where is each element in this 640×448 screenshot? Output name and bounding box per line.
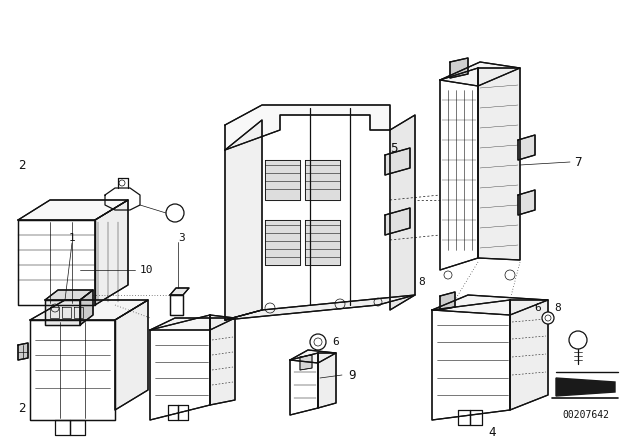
- Polygon shape: [150, 315, 210, 420]
- Circle shape: [569, 331, 587, 349]
- Polygon shape: [80, 290, 93, 325]
- Polygon shape: [45, 290, 93, 300]
- Polygon shape: [300, 355, 312, 370]
- Text: 6: 6: [534, 303, 541, 313]
- Polygon shape: [150, 318, 235, 330]
- Text: 3: 3: [178, 233, 185, 243]
- Text: 7: 7: [574, 155, 582, 168]
- Polygon shape: [318, 353, 336, 408]
- Text: 10: 10: [140, 265, 154, 275]
- Polygon shape: [556, 378, 615, 396]
- Circle shape: [310, 334, 326, 350]
- Polygon shape: [440, 292, 455, 310]
- Text: 00207642: 00207642: [563, 410, 609, 420]
- Text: 6: 6: [332, 337, 339, 347]
- Polygon shape: [518, 135, 535, 160]
- Polygon shape: [432, 300, 510, 420]
- Polygon shape: [305, 220, 340, 265]
- Polygon shape: [440, 62, 520, 86]
- Polygon shape: [450, 58, 468, 78]
- Polygon shape: [170, 288, 189, 295]
- Text: 2: 2: [19, 159, 26, 172]
- Polygon shape: [510, 300, 548, 410]
- Text: 1: 1: [68, 233, 76, 243]
- Polygon shape: [385, 208, 410, 235]
- Polygon shape: [305, 160, 340, 200]
- Circle shape: [542, 312, 554, 324]
- Polygon shape: [170, 295, 183, 315]
- Polygon shape: [265, 160, 300, 200]
- Polygon shape: [115, 300, 148, 410]
- Text: 8: 8: [419, 277, 426, 287]
- Polygon shape: [225, 295, 415, 320]
- Polygon shape: [390, 115, 415, 310]
- Text: 4: 4: [488, 426, 496, 439]
- Polygon shape: [225, 105, 390, 150]
- Polygon shape: [385, 148, 410, 175]
- Polygon shape: [432, 295, 548, 315]
- Polygon shape: [210, 315, 235, 405]
- Polygon shape: [518, 190, 535, 215]
- Circle shape: [166, 204, 184, 222]
- Polygon shape: [478, 68, 520, 260]
- Polygon shape: [30, 320, 115, 420]
- Text: 8: 8: [172, 208, 179, 218]
- Polygon shape: [30, 300, 148, 320]
- Text: 5: 5: [390, 142, 397, 155]
- Polygon shape: [265, 220, 300, 265]
- Polygon shape: [290, 353, 318, 415]
- Text: 8: 8: [555, 303, 561, 313]
- Polygon shape: [225, 120, 262, 320]
- Polygon shape: [18, 343, 28, 360]
- Text: 9: 9: [348, 369, 355, 382]
- Polygon shape: [18, 220, 95, 305]
- Polygon shape: [18, 200, 128, 220]
- Text: 2: 2: [19, 401, 26, 414]
- Polygon shape: [290, 350, 336, 363]
- Polygon shape: [95, 200, 128, 305]
- Polygon shape: [45, 300, 80, 325]
- Polygon shape: [440, 68, 478, 270]
